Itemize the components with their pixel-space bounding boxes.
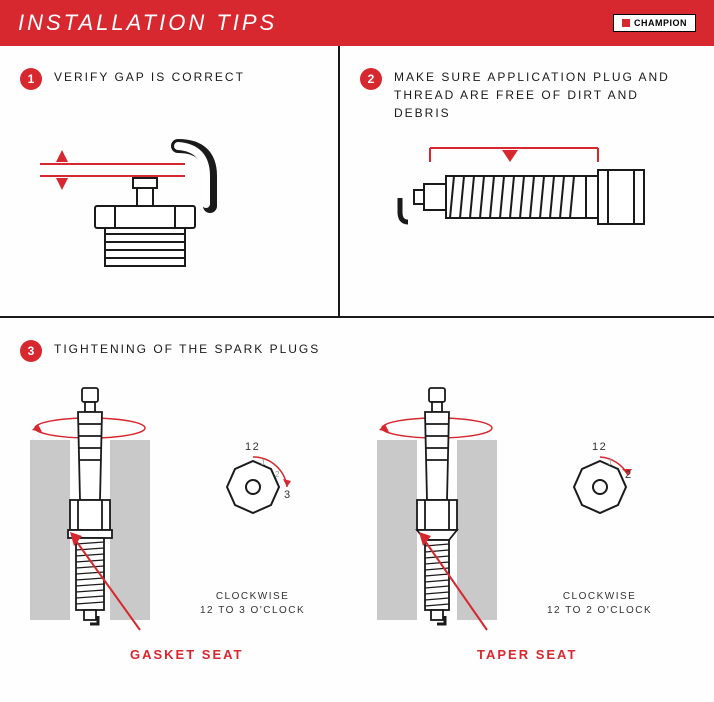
brand-badge: CHAMPION <box>613 14 696 32</box>
svg-text:1: 1 <box>261 458 267 467</box>
taper-plug-icon <box>367 380 507 660</box>
taper-clock: 12 1 2 CLOCKWISE 12 TO 2 O'CLOCK <box>547 440 652 618</box>
svg-text:2: 2 <box>275 470 281 479</box>
tightening-diagrams: 12 1 2 3 CLOCKWISE 12 TO 3 O'CLOCK GASKE… <box>20 380 694 680</box>
step-label-1: VERIFY GAP IS CORRECT <box>54 68 245 86</box>
step-number-2: 2 <box>360 68 382 90</box>
step-number-3: 3 <box>20 340 42 362</box>
gasket-clock-icon: 1 2 <box>213 455 293 525</box>
gap-diagram <box>10 106 310 276</box>
gasket-caption: CLOCKWISE 12 TO 3 O'CLOCK <box>200 590 305 618</box>
clock-2-label: 2 <box>625 468 633 483</box>
step-number-1: 1 <box>20 68 42 90</box>
gasket-seat-label: GASKET SEAT <box>130 647 244 662</box>
top-row: 1 VERIFY GAP IS CORRECT <box>0 46 714 316</box>
gasket-clock: 12 1 2 3 CLOCKWISE 12 TO 3 O'CLOCK <box>200 440 305 618</box>
taper-caption: CLOCKWISE 12 TO 2 O'CLOCK <box>547 590 652 618</box>
panel-verify-gap: 1 VERIFY GAP IS CORRECT <box>0 46 340 316</box>
step-head-3: 3 TIGHTENING OF THE SPARK PLUGS <box>20 340 694 362</box>
taper-seat-label: TAPER SEAT <box>477 647 577 662</box>
step-head-2: 2 MAKE SURE APPLICATION PLUG AND THREAD … <box>360 68 694 122</box>
header-bar: INSTALLATION TIPS CHAMPION <box>0 0 714 46</box>
gasket-seat-block: 12 1 2 3 CLOCKWISE 12 TO 3 O'CLOCK GASKE… <box>20 380 347 680</box>
step-label-2: MAKE SURE APPLICATION PLUG AND THREAD AR… <box>394 68 694 122</box>
thread-diagram <box>350 126 680 276</box>
taper-seat-block: 12 1 2 CLOCKWISE 12 TO 2 O'CLOCK TAPER S… <box>367 380 694 680</box>
panel-tightening: 3 TIGHTENING OF THE SPARK PLUGS <box>0 318 714 702</box>
taper-clock-icon: 1 <box>560 455 640 525</box>
page-title: INSTALLATION TIPS <box>18 10 277 36</box>
gasket-plug-icon <box>20 380 160 660</box>
clock-12-label: 12 <box>547 440 652 455</box>
panel-clean-thread: 2 MAKE SURE APPLICATION PLUG AND THREAD … <box>340 46 714 316</box>
svg-text:1: 1 <box>608 458 614 467</box>
step-head-1: 1 VERIFY GAP IS CORRECT <box>20 68 318 90</box>
step-label-3: TIGHTENING OF THE SPARK PLUGS <box>54 340 320 358</box>
clock-12-label: 12 <box>200 440 305 455</box>
clock-3-label: 3 <box>284 488 292 503</box>
